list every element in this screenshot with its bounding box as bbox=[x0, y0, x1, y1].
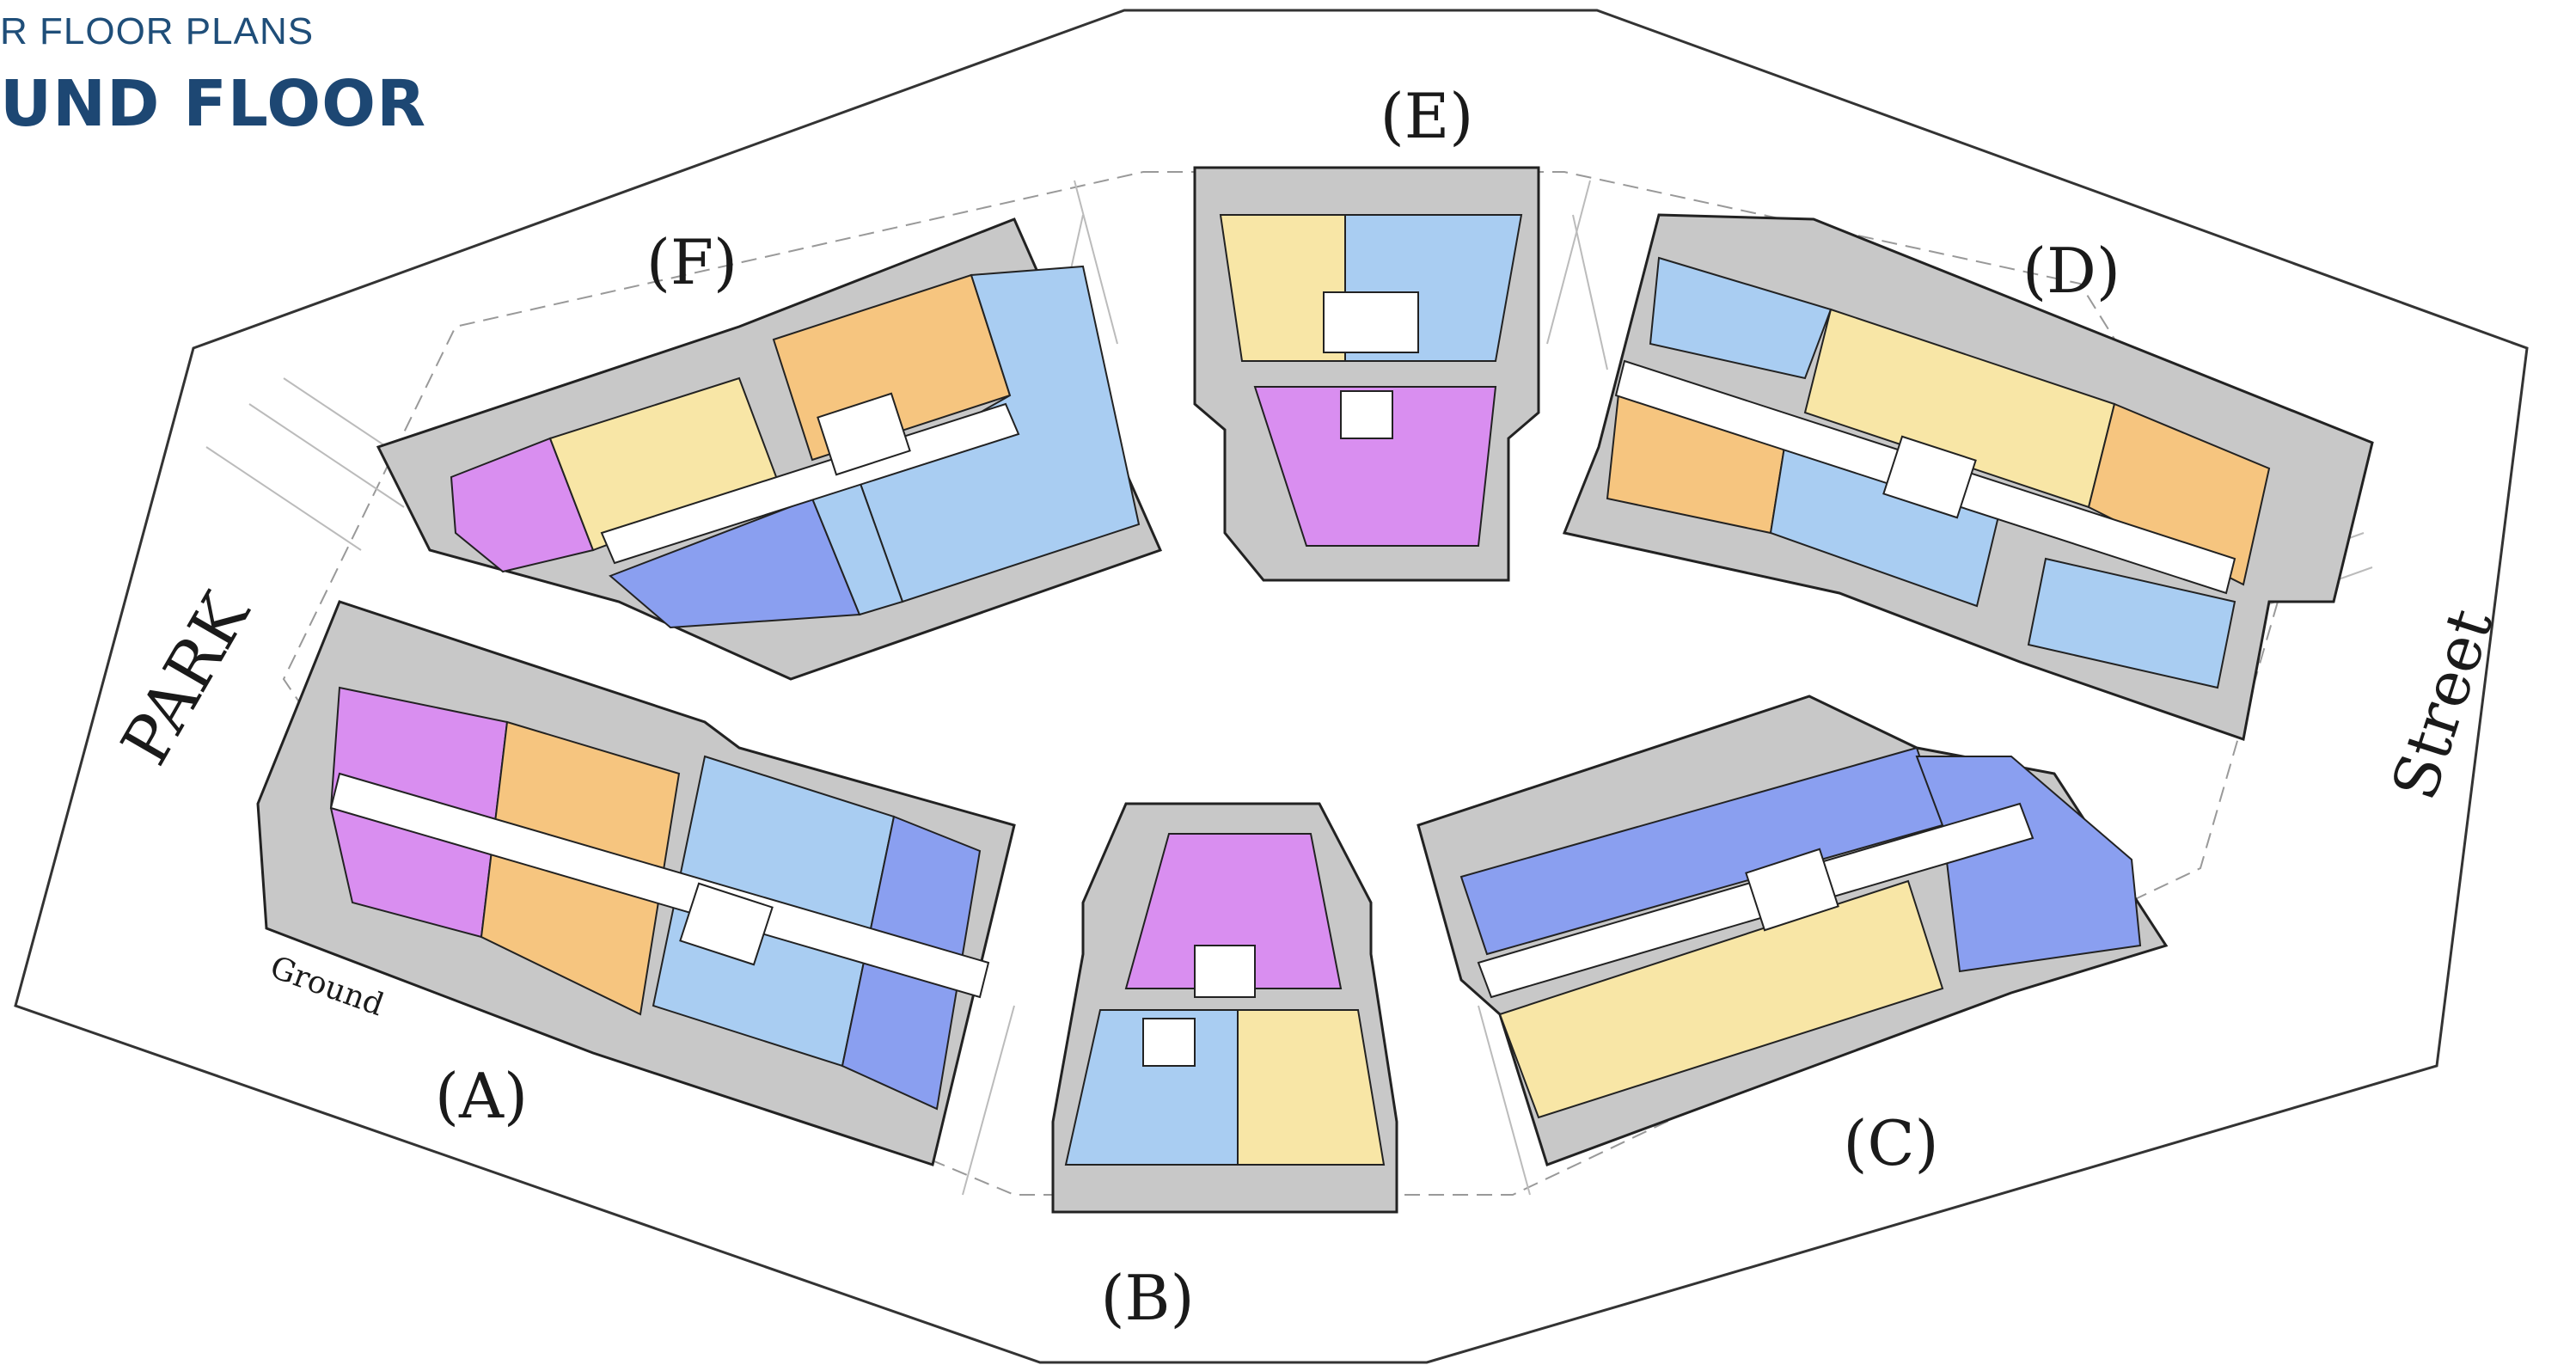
building-label-d: (D) bbox=[2022, 235, 2120, 307]
building-d-unit-lightblue-3 bbox=[2027, 557, 2236, 689]
building-a bbox=[256, 600, 1016, 1166]
building-c-core bbox=[1745, 848, 1839, 932]
building-b-core bbox=[1194, 945, 1256, 998]
building-c-unit-blue-2 bbox=[1915, 756, 2142, 973]
building-c bbox=[1416, 695, 2169, 1166]
page-subtitle: R FLOOR PLANS bbox=[0, 10, 315, 52]
building-label-c: (C) bbox=[1843, 1107, 1938, 1179]
building-e-unit-purple bbox=[1253, 386, 1497, 547]
building-f-core bbox=[817, 392, 911, 476]
building-label-e: (E) bbox=[1380, 80, 1474, 152]
page-title: UND FLOOR bbox=[0, 67, 427, 141]
building-f bbox=[376, 217, 1163, 681]
building-label-a: (A) bbox=[435, 1060, 528, 1132]
building-e-lift bbox=[1340, 390, 1393, 439]
building-a-corridor bbox=[329, 772, 990, 999]
inner-road bbox=[282, 171, 2279, 1196]
building-f-unit-purple bbox=[450, 437, 595, 573]
site-boundary bbox=[14, 9, 2529, 1364]
building-label-f: (F) bbox=[646, 226, 737, 298]
building-e bbox=[1193, 166, 1540, 582]
building-b-lift bbox=[1142, 1018, 1196, 1067]
building-label-b: (B) bbox=[1100, 1262, 1194, 1334]
building-e-core bbox=[1323, 291, 1419, 353]
building-b bbox=[1051, 802, 1398, 1214]
building-b-unit-yellow bbox=[1237, 1009, 1386, 1166]
building-d-core bbox=[1882, 435, 1977, 519]
building-d-unit-lightblue bbox=[1649, 256, 1833, 380]
building-d-unit-orange bbox=[2087, 402, 2271, 586]
building-d bbox=[1562, 213, 2374, 741]
site-label-street: Street bbox=[2377, 601, 2506, 809]
building-a-core bbox=[679, 882, 774, 966]
site-label-park: PARK bbox=[107, 579, 265, 777]
building-b-unit-purple bbox=[1124, 833, 1343, 989]
